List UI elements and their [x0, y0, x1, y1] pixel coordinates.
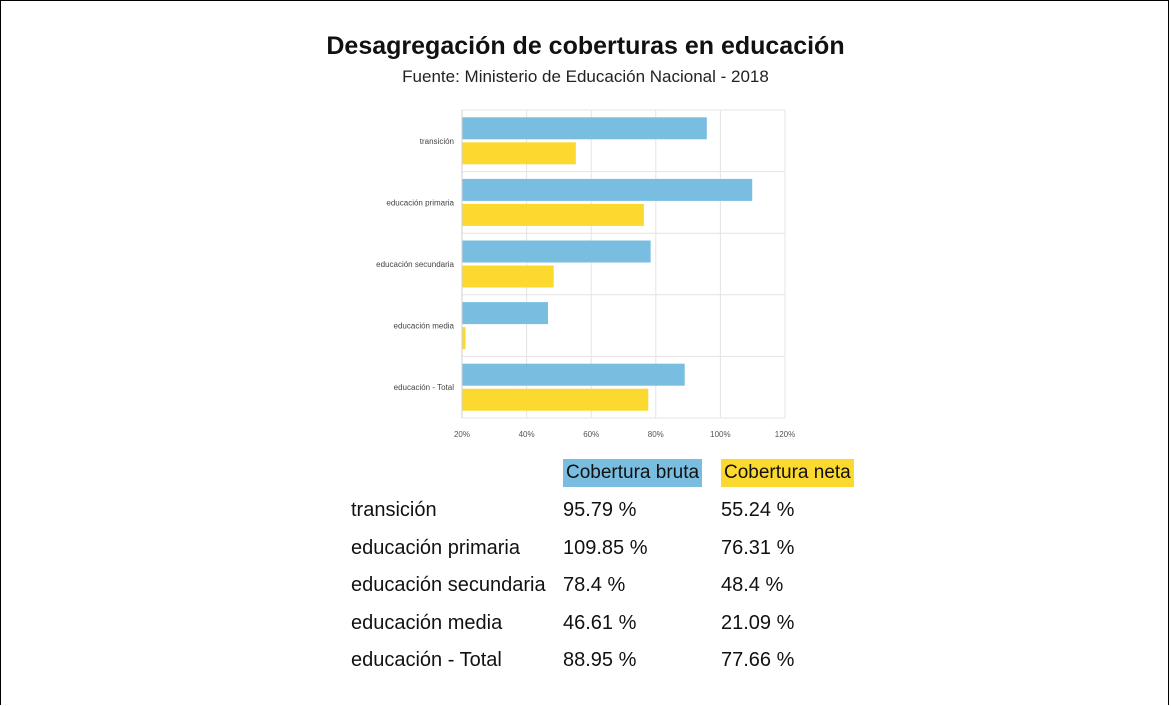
bar-cobertura-bruta	[462, 240, 651, 263]
table-row: transición 95.79 % 55.24 %	[351, 492, 861, 530]
table-row: educación primaria 109.85 % 76.31 %	[351, 530, 861, 568]
table-row: educación media 46.61 % 21.09 %	[351, 605, 861, 643]
row-neta-value: 55.24 %	[721, 499, 795, 522]
bar-cobertura-neta	[462, 388, 649, 411]
bar-cobertura-bruta	[462, 117, 707, 140]
table-header-bruta: Cobertura bruta	[563, 454, 721, 492]
row-neta-value: 21.09 %	[721, 611, 795, 634]
row-bruta-value: 88.95 %	[563, 649, 637, 672]
row-neta-value: 77.66 %	[721, 649, 795, 672]
x-tick-label: 20%	[454, 430, 470, 439]
row-neta-value: 48.4 %	[721, 574, 784, 597]
y-category-label: educación secundaria	[376, 260, 454, 269]
row-bruta-value: 78.4 %	[563, 574, 626, 597]
y-category-label: transición	[420, 137, 454, 146]
bar-cobertura-bruta	[462, 178, 753, 201]
table-header-empty	[351, 454, 563, 492]
x-tick-label: 80%	[648, 430, 664, 439]
bar-cobertura-bruta	[462, 363, 685, 386]
legend-chip-neta: Cobertura neta	[721, 459, 854, 487]
row-bruta-value: 46.61 %	[563, 611, 637, 634]
table-row: educación - Total 88.95 % 77.66 %	[351, 642, 861, 680]
y-category-label: educación media	[394, 322, 455, 331]
x-tick-label: 100%	[710, 430, 730, 439]
row-label: educación primaria	[351, 536, 520, 559]
row-label: educación - Total	[351, 649, 502, 672]
row-bruta-value: 109.85 %	[563, 536, 648, 559]
bar-cobertura-neta	[462, 327, 466, 350]
row-neta-value: 76.31 %	[721, 536, 795, 559]
x-tick-label: 40%	[519, 430, 535, 439]
y-category-label: educación primaria	[386, 198, 454, 207]
x-tick-label: 60%	[583, 430, 599, 439]
table-row: educación secundaria 78.4 % 48.4 %	[351, 567, 861, 605]
bar-cobertura-bruta	[462, 302, 548, 325]
row-label: educación secundaria	[351, 574, 546, 597]
bar-cobertura-neta	[462, 203, 644, 226]
table-header-row: Cobertura bruta Cobertura neta	[351, 454, 861, 492]
y-category-label: educación - Total	[394, 383, 455, 392]
legend-chip-bruta: Cobertura bruta	[563, 459, 703, 487]
row-label: educación media	[351, 611, 503, 634]
bar-cobertura-neta	[462, 142, 576, 165]
row-bruta-value: 95.79 %	[563, 499, 637, 522]
values-table: Cobertura bruta Cobertura neta transició…	[351, 454, 861, 680]
row-label: transición	[351, 499, 437, 522]
bar-chart: 20% 40% 60% 80% 100% 120% transición educación …	[376, 109, 795, 439]
chart-subtitle: Fuente: Ministerio de Educación Nacional…	[402, 67, 769, 86]
chart-title: Desagregación de coberturas en educación	[326, 32, 845, 60]
bar-cobertura-neta	[462, 265, 554, 288]
table-header-neta: Cobertura neta	[721, 454, 861, 492]
x-tick-label: 120%	[775, 430, 795, 439]
